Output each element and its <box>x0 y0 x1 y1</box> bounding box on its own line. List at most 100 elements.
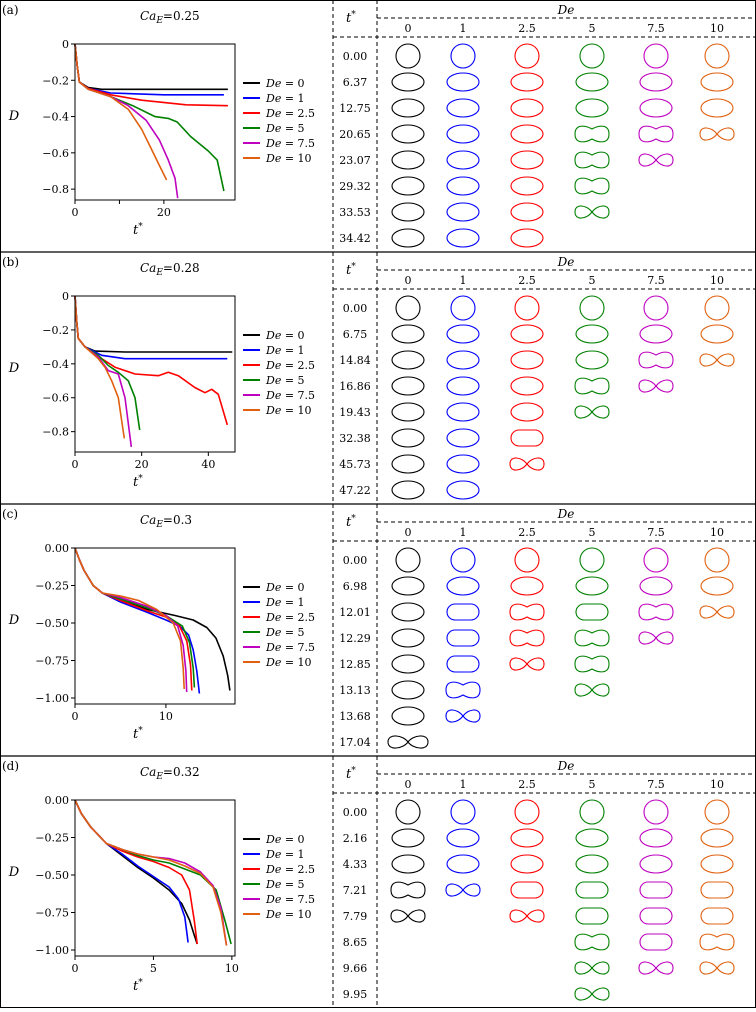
drop-shape <box>450 43 476 69</box>
y-tick-label: −0.75 <box>35 907 69 920</box>
drop-shape <box>643 43 669 69</box>
time-value: 16.86 <box>339 380 371 393</box>
drop-shape <box>391 176 425 196</box>
time-value: 23.07 <box>339 154 371 167</box>
drop-shape <box>639 854 673 874</box>
drop-shape <box>700 324 734 344</box>
drop-shape <box>639 828 673 848</box>
drop-shape <box>700 828 734 848</box>
drop-shape <box>510 176 544 196</box>
x-tick-label: 0 <box>72 206 79 219</box>
time-value: 7.79 <box>343 910 368 923</box>
de-column-label: 0 <box>405 778 412 791</box>
drop-shape <box>643 799 669 825</box>
drop-shape <box>510 98 544 118</box>
series-line <box>74 295 126 439</box>
y-tick-label: −0.50 <box>35 617 69 630</box>
drop-shape <box>579 547 605 573</box>
de-column-label: 5 <box>589 778 596 791</box>
time-value: 12.29 <box>339 632 371 645</box>
drop-shape <box>446 324 480 344</box>
drop-shape <box>391 98 425 118</box>
x-tick-label: 10 <box>225 962 239 975</box>
drop-shape <box>575 854 609 874</box>
drop-shape <box>391 854 425 874</box>
drop-shape <box>391 428 425 448</box>
y-tick-label: −0.8 <box>42 426 69 439</box>
y-tick-label: −0.6 <box>42 147 69 160</box>
drop-shape <box>704 799 730 825</box>
drop-shape <box>510 202 544 222</box>
drop-shape <box>638 125 674 143</box>
drop-shape <box>510 881 544 899</box>
drop-shape <box>446 454 480 474</box>
drop-shape <box>446 854 480 874</box>
drop-shape <box>391 150 425 170</box>
time-value: 6.98 <box>343 580 368 593</box>
legend-entry: De = 2.5 <box>265 611 315 624</box>
drop-shape <box>509 909 545 923</box>
panel-label: (d) <box>2 759 19 773</box>
shape-table: t* De 0 1 2.5 5 7.5 10 0.00 2.16 4.33 7.21 7.79 8.65 9… <box>333 759 756 1001</box>
drop-shape <box>446 350 480 370</box>
series-line <box>74 43 228 107</box>
y-axis-label: D <box>8 613 20 628</box>
de-column-label: 7.5 <box>647 274 665 287</box>
drop-shape <box>700 576 734 596</box>
y-tick-label: 0 <box>62 38 69 51</box>
drop-shape <box>643 295 669 321</box>
drop-shape <box>575 907 609 925</box>
drop-shape <box>391 350 425 370</box>
shape-table: t* De 0 1 2.5 5 7.5 10 0.00 6.75 14.84 16.86 19.43 32… <box>333 255 756 500</box>
drop-shape <box>391 706 425 726</box>
time-header: t* <box>346 10 356 26</box>
drop-shape <box>579 799 605 825</box>
time-value: 47.22 <box>339 484 371 497</box>
de-column-label: 10 <box>710 274 724 287</box>
series-line <box>74 43 228 91</box>
series-line <box>74 547 201 694</box>
drop-shape <box>446 428 480 448</box>
drop-shape <box>574 961 610 975</box>
time-value: 33.53 <box>339 206 371 219</box>
time-value: 0.00 <box>343 806 368 819</box>
drop-shape <box>699 127 735 141</box>
drop-shape <box>445 883 481 897</box>
x-axis-label: t* <box>133 222 143 238</box>
x-tick-label: 5 <box>150 962 157 975</box>
de-column-label: 7.5 <box>647 778 665 791</box>
drop-shape <box>638 153 674 167</box>
drop-shape <box>509 603 545 621</box>
time-value: 9.95 <box>343 988 368 1001</box>
drop-shape <box>638 379 674 393</box>
y-tick-label: −0.6 <box>42 392 69 405</box>
time-value: 9.66 <box>343 962 368 975</box>
legend-entry: De = 0 <box>265 329 305 342</box>
drop-shape <box>390 881 426 899</box>
drop-shape <box>391 454 425 474</box>
legend-entry: De = 5 <box>265 878 305 891</box>
time-value: 32.38 <box>339 432 371 445</box>
time-value: 7.21 <box>343 884 368 897</box>
drop-shape <box>514 43 540 69</box>
drop-shape <box>395 799 421 825</box>
de-column-label: 10 <box>710 22 724 35</box>
drop-shape <box>391 324 425 344</box>
drop-shape <box>575 324 609 344</box>
drop-shape <box>700 72 734 92</box>
axes-frame <box>74 43 236 201</box>
shape-table: t* De 0 1 2.5 5 7.5 10 0.00 6.37 12.75 20.65 23.07 29… <box>333 3 756 248</box>
de-column-label: 5 <box>589 526 596 539</box>
time-value: 34.42 <box>339 232 371 245</box>
legend-entry: De = 10 <box>265 908 312 921</box>
series-line <box>74 799 198 945</box>
time-header: t* <box>346 262 356 278</box>
drop-shape <box>704 43 730 69</box>
y-tick-label: −0.4 <box>42 358 69 371</box>
y-tick-label: −0.4 <box>42 111 69 124</box>
de-column-label: 0 <box>405 22 412 35</box>
drop-shape <box>446 603 480 621</box>
time-header: t* <box>346 766 356 782</box>
drop-shape <box>700 98 734 118</box>
legend-entry: De = 5 <box>265 122 305 135</box>
